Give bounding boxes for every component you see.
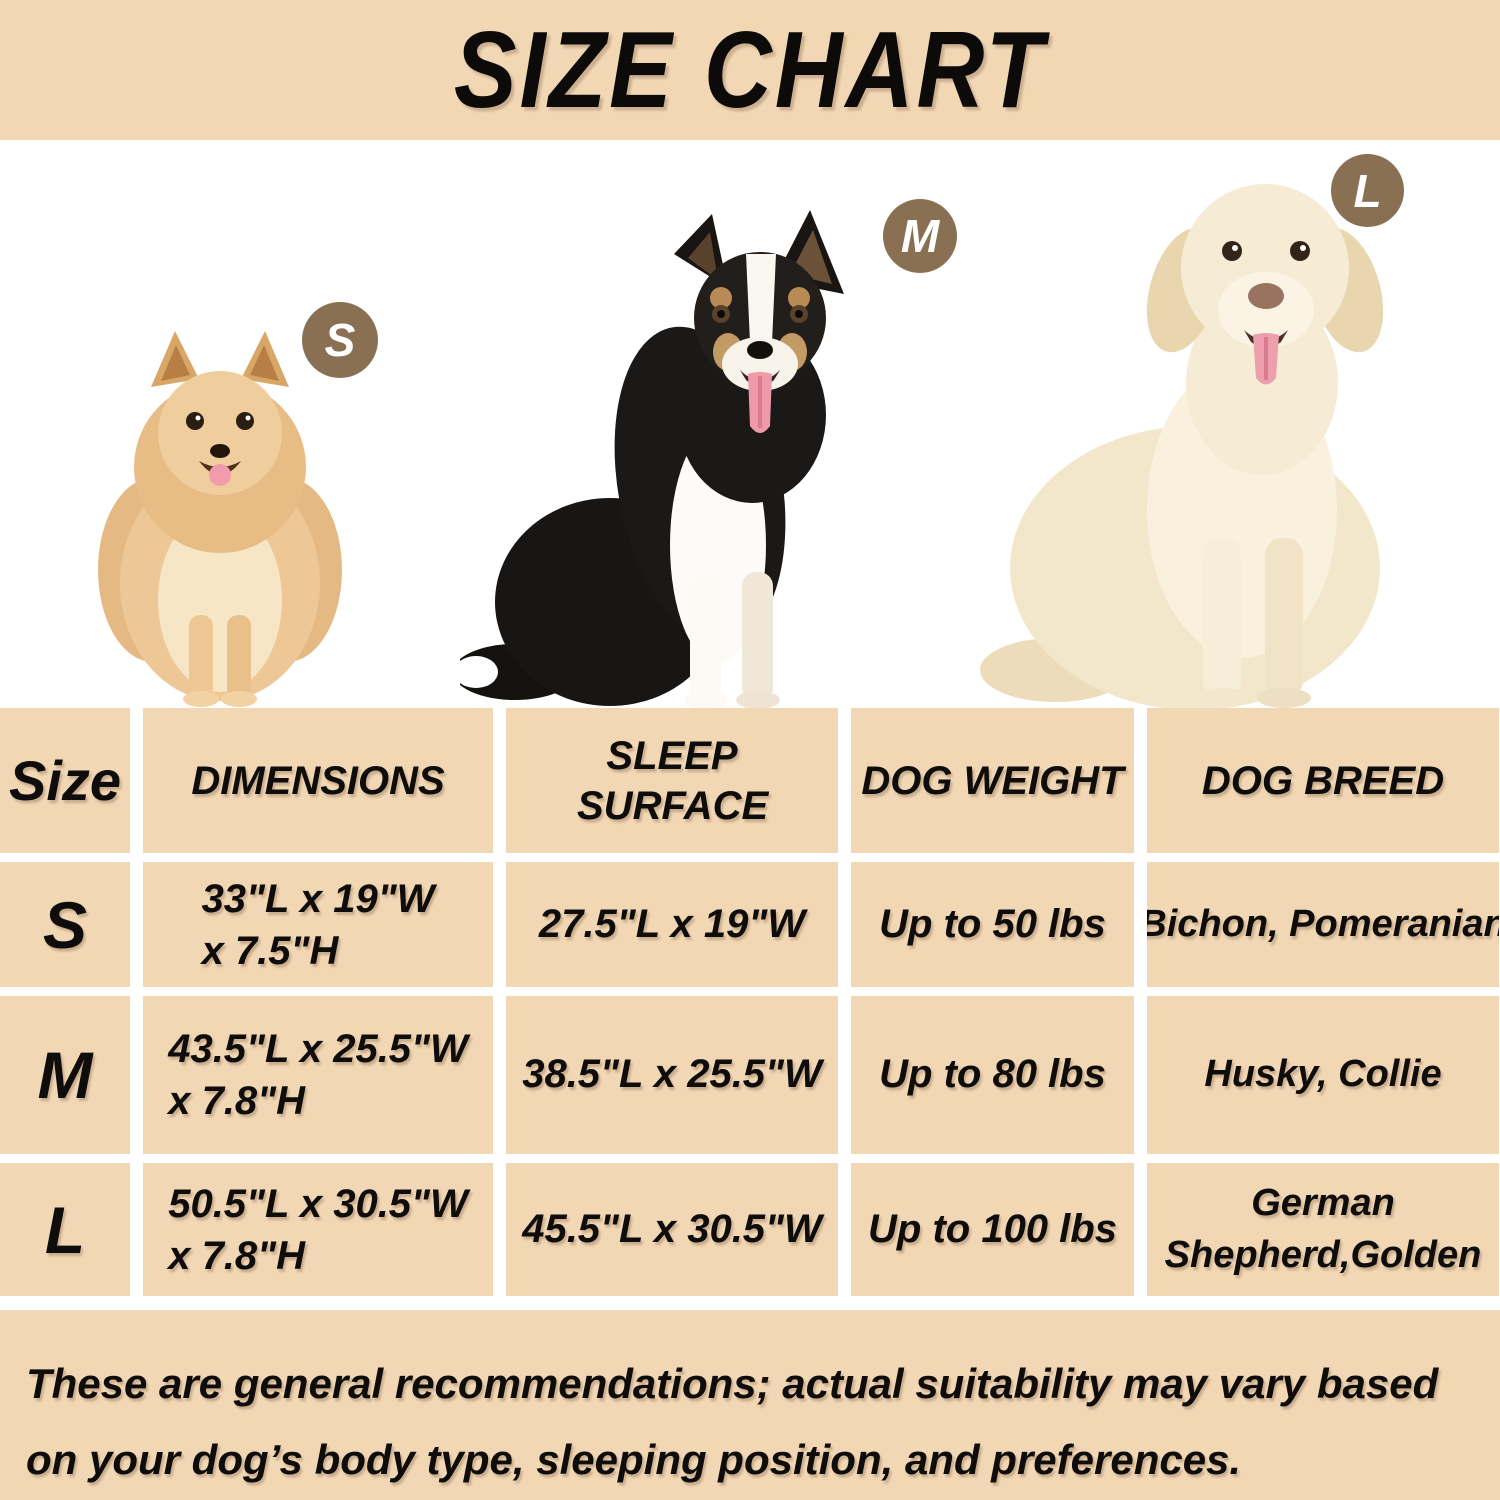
size-badge-m: M <box>883 199 957 273</box>
size-badge-m-label: M <box>900 210 940 262</box>
note-line-1: These are general recommendations; actua… <box>26 1360 1439 1407</box>
row-s-dog-weight: Up to 50 lbs <box>851 862 1134 987</box>
row-m-size: M <box>0 996 130 1154</box>
golden-retriever-dog-photo <box>980 184 1384 708</box>
page-title: SIZE CHART <box>453 8 1047 131</box>
recommendation-note: These are general recommendations; actua… <box>0 1310 1500 1500</box>
row-s-dimensions: 33"L x 19"W x 7.5"H <box>143 862 493 987</box>
pomeranian-dog-photo <box>98 331 342 707</box>
row-m-sleep-surface: 38.5"L x 25.5"W <box>506 996 838 1154</box>
border-collie-dog-photo <box>460 210 844 708</box>
header-dog-weight: DOG WEIGHT <box>851 708 1134 853</box>
note-line-2: on your dog’s body type, sleeping positi… <box>26 1436 1242 1483</box>
dog-photos-section: S M L <box>0 140 1500 708</box>
size-chart-table: Size DIMENSIONS SLEEP SURFACE DOG WEIGHT… <box>0 708 1500 1296</box>
size-badge-l-label: L <box>1353 164 1382 217</box>
header-size: Size <box>0 708 130 853</box>
row-l-sleep-surface: 45.5"L x 30.5"W <box>506 1163 838 1296</box>
row-l-dimensions: 50.5"L x 30.5"W x 7.8"H <box>143 1163 493 1296</box>
row-s-size: S <box>0 862 130 987</box>
size-badge-s-label: S <box>324 314 356 366</box>
row-m-dimensions: 43.5"L x 25.5"W x 7.8"H <box>143 996 493 1154</box>
row-s-dog-breed: Bichon, Pomeranian <box>1147 862 1499 987</box>
header-dimensions: DIMENSIONS <box>143 708 493 853</box>
size-badge-s: S <box>302 302 378 378</box>
row-s-sleep-surface: 27.5"L x 19"W <box>506 862 838 987</box>
row-m-dog-breed: Husky, Collie <box>1147 996 1499 1154</box>
header-sleep-surface: SLEEP SURFACE <box>506 708 838 853</box>
header-dog-breed: DOG BREED <box>1147 708 1499 853</box>
title-banner: SIZE CHART <box>0 0 1500 140</box>
row-l-dog-weight: Up to 100 lbs <box>851 1163 1134 1296</box>
row-m-dog-weight: Up to 80 lbs <box>851 996 1134 1154</box>
row-l-dog-breed: German Shepherd,Golden <box>1147 1163 1499 1296</box>
size-badge-l: L <box>1331 154 1404 227</box>
row-l-size: L <box>0 1163 130 1296</box>
